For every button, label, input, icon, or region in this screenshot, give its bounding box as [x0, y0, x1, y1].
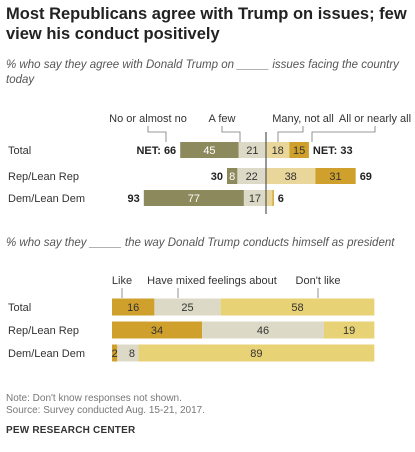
chart2-subtitle: % who say they _____ the way Donald Trum… [6, 237, 395, 249]
value-label2-rep-lean-rep-like: 34 [151, 325, 163, 337]
legend-a-few: A few [209, 113, 236, 125]
bar-dem-lean-dem-many-not-all [266, 190, 273, 206]
legend-no-or-almost-no: No or almost no [109, 113, 187, 125]
legend2-have-mixed-feelings-about: Have mixed feelings about [147, 275, 277, 287]
value-label-total-all-or-nearly-all: 15 [293, 145, 305, 157]
bar2-dem-lean-dem-like [112, 344, 118, 362]
note: Note: Don't know responses not shown. [6, 393, 182, 404]
value-label-rep-lean-rep-a-few: 22 [246, 171, 258, 183]
category2-label-dem-lean-dem: Dem/Lean Dem [8, 348, 85, 360]
net-right-dem-lean-dem: 6 [278, 193, 284, 205]
legend-leader-no-or-almost-no [147, 126, 167, 142]
legend-many-not-all: Many, not all [272, 113, 334, 125]
bar2-total-like [112, 298, 155, 316]
value-label2-total-like: 16 [127, 302, 139, 314]
bar-total-many-not-all [266, 142, 290, 158]
bar2-rep-lean-rep-like [112, 321, 203, 339]
chart-title: Most Republicans agree with Trump on iss… [6, 5, 407, 43]
bar2-dem-lean-dem-don-t-like [138, 344, 375, 362]
bar-dem-lean-dem-no-or-almost-no [143, 190, 244, 206]
bar2-dem-lean-dem-have-mixed-feelings-about [117, 344, 139, 362]
net-left-total: NET: 66 [136, 145, 176, 157]
value-label-total-many-not-all: 18 [272, 145, 284, 157]
bar-total-all-or-nearly-all [289, 142, 309, 158]
legend-leader-many-not-all [277, 126, 304, 142]
category-label-rep-lean-rep: Rep/Lean Rep [8, 171, 79, 183]
net-left-dem-lean-dem: 93 [128, 193, 140, 205]
source: Source: Survey conducted Aug. 15-21, 201… [6, 405, 206, 416]
value-label2-rep-lean-rep-don-t-like: 19 [343, 325, 355, 337]
chart1-subtitle: % who say they agree with Donald Trump o… [6, 59, 399, 86]
category-label-dem-lean-dem: Dem/Lean Dem [8, 193, 85, 205]
category-label-total: Total [8, 145, 31, 157]
bar-total-a-few [238, 142, 266, 158]
legend2-like: Like [112, 275, 132, 287]
net-right-total: NET: 33 [313, 145, 353, 157]
bar-rep-lean-rep-a-few [237, 168, 266, 184]
bar2-rep-lean-rep-have-mixed-feelings-about [202, 321, 324, 339]
category2-label-total: Total [8, 302, 31, 314]
org-label: PEW RESEARCH CENTER [6, 425, 136, 436]
value-label2-total-don-t-like: 58 [291, 302, 303, 314]
value-label-rep-lean-rep-all-or-nearly-all: 31 [329, 171, 341, 183]
category2-label-rep-lean-rep: Rep/Lean Rep [8, 325, 79, 337]
value-label-rep-lean-rep-many-not-all: 38 [285, 171, 297, 183]
value-label-total-no-or-almost-no: 45 [203, 145, 215, 157]
value-label2-dem-lean-dem-like: 2 [112, 348, 118, 360]
bar-rep-lean-rep-many-not-all [266, 168, 316, 184]
legend-leader-a-few [221, 126, 241, 142]
bar2-rep-lean-rep-don-t-like [324, 321, 375, 339]
bar-rep-lean-rep-all-or-nearly-all [315, 168, 356, 184]
value-label2-total-have-mixed-feelings-about: 25 [181, 302, 193, 314]
bar-total-no-or-almost-no [180, 142, 239, 158]
net-right-rep-lean-rep: 69 [360, 171, 372, 183]
legend2-don-t-like: Don't like [296, 275, 341, 287]
bar-rep-lean-rep-no-or-almost-no [227, 168, 238, 184]
value-label2-dem-lean-dem-have-mixed-feelings-about: 8 [129, 348, 135, 360]
legend-all-or-nearly-all: All or nearly all [339, 113, 411, 125]
bar2-total-don-t-like [220, 298, 375, 316]
value-label-total-a-few: 21 [246, 145, 258, 157]
net-left-rep-lean-rep: 30 [211, 171, 223, 183]
bar-dem-lean-dem-all-or-nearly-all [272, 190, 274, 206]
value-label-rep-lean-rep-no-or-almost-no: 8 [229, 171, 235, 183]
bar2-total-have-mixed-feelings-about [154, 298, 221, 316]
value-label-dem-lean-dem-a-few: 17 [249, 193, 261, 205]
bar-dem-lean-dem-a-few [243, 190, 266, 206]
value-label2-rep-lean-rep-have-mixed-feelings-about: 46 [257, 325, 269, 337]
legend-leader-all-or-nearly-all [311, 126, 376, 142]
value-label2-dem-lean-dem-don-t-like: 89 [250, 348, 262, 360]
value-label-dem-lean-dem-no-or-almost-no: 77 [188, 193, 200, 205]
